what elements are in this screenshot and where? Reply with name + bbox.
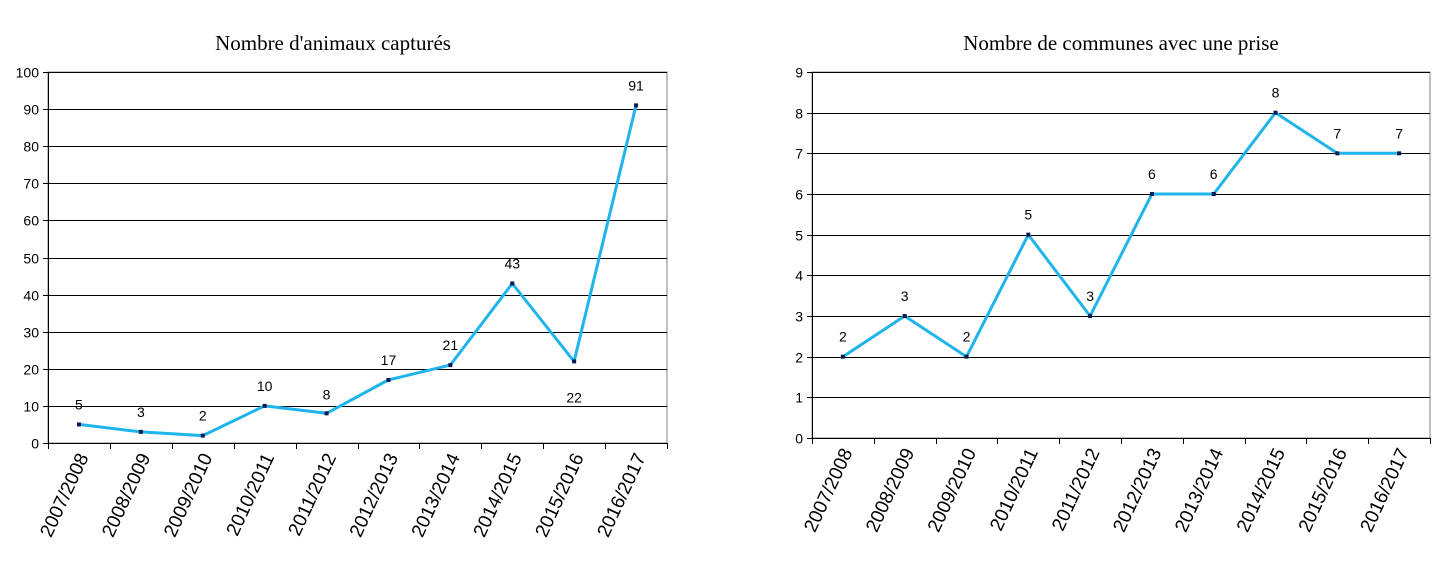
y-tick-label: 20: [23, 362, 39, 378]
x-tick-label: 2015/2016: [1295, 445, 1352, 535]
x-tick-label: 2015/2016: [532, 450, 589, 540]
data-label: 7: [1333, 125, 1341, 141]
y-tick-label: 10: [23, 399, 39, 415]
data-point: [572, 359, 577, 364]
data-point: [262, 403, 267, 408]
data-point: [902, 314, 907, 318]
y-tick-label: 70: [23, 176, 39, 192]
data-label: 3: [1086, 288, 1094, 304]
data-point: [138, 429, 143, 434]
data-label: 8: [323, 386, 331, 402]
series-line: [78, 105, 638, 438]
data-point: [510, 281, 515, 286]
data-point: [200, 433, 205, 438]
chart-title: Nombre d'animaux capturés: [215, 31, 451, 55]
data-point: [324, 411, 329, 416]
x-tick-label: 2007/2008: [36, 450, 93, 540]
data-point: [1026, 232, 1031, 237]
x-tick-label: 2011/2012: [1048, 445, 1104, 534]
chart-communes-with-catch: Nombre de communes avec une prise 0 1 2 3 4 5…: [795, 31, 1431, 536]
chart-captured-animals: Nombre d'animaux capturés 0 10 20 30 40 50 60 7…: [16, 31, 668, 541]
y-tick-label: 8: [795, 106, 803, 122]
x-tick-label: 2016/2017: [1357, 445, 1414, 535]
y-tick-label: 40: [23, 288, 39, 304]
data-label: 22: [566, 389, 582, 405]
data-label: 3: [137, 404, 145, 420]
x-tick-label: 2014/2015: [470, 450, 527, 540]
y-tick-label: 5: [795, 228, 803, 244]
y-tick-label: 0: [795, 431, 803, 447]
data-point: [964, 354, 969, 359]
y-tick-label: 60: [23, 213, 39, 229]
x-tick-label: 2012/2013: [1109, 445, 1166, 535]
data-label: 91: [628, 77, 644, 93]
data-label: 6: [1210, 166, 1218, 182]
data-point: [448, 363, 453, 368]
data-point: [386, 377, 391, 382]
y-tick-label: 4: [795, 268, 803, 284]
plot-area: [47, 71, 668, 444]
y-tick-label: 100: [16, 65, 40, 81]
x-tick-label: 2008/2009: [98, 450, 155, 540]
x-tick-label: 2011/2012: [285, 450, 341, 539]
x-tick-label: 2009/2010: [924, 445, 981, 535]
y-tick-label: 7: [795, 146, 803, 162]
data-point: [634, 103, 639, 108]
y-tick-label: 90: [23, 102, 39, 118]
data-label: 6: [1148, 166, 1156, 182]
y-tick-label: 3: [795, 309, 803, 325]
data-point: [1149, 192, 1154, 196]
y-tick-label: 6: [795, 187, 803, 203]
data-label: 21: [443, 337, 459, 353]
data-label: 5: [75, 396, 83, 412]
data-label: 2: [839, 329, 847, 345]
x-tick-label: 2012/2013: [346, 450, 403, 540]
x-tick-label: 2013/2014: [408, 450, 465, 541]
data-point: [1088, 314, 1093, 318]
x-tick-label: 2013/2014: [1171, 445, 1228, 536]
data-point: [1335, 151, 1340, 156]
data-label: 5: [1024, 207, 1032, 223]
data-label: 7: [1395, 125, 1403, 141]
data-label: 2: [199, 408, 207, 424]
data-point: [1211, 192, 1216, 196]
data-label: 2: [963, 329, 971, 345]
y-tick-label: 9: [795, 65, 803, 81]
x-tick-label: 2009/2010: [160, 450, 217, 540]
y-tick-label: 50: [23, 251, 39, 267]
x-tick-label: 2014/2015: [1233, 445, 1290, 535]
x-tick-label: 2010/2011: [986, 445, 1042, 534]
y-tick-label: 30: [23, 325, 39, 341]
y-tick-label: 0: [31, 436, 39, 452]
x-tick-label: 2007/2008: [800, 445, 857, 535]
data-point: [840, 354, 845, 359]
data-label: 8: [1272, 85, 1280, 101]
data-label: 10: [257, 378, 273, 394]
data-point: [1397, 151, 1402, 156]
y-tick-label: 1: [795, 390, 803, 406]
data-point: [76, 422, 81, 427]
data-label: 17: [381, 352, 397, 368]
data-label: 3: [901, 288, 909, 304]
series-line: [842, 111, 1400, 359]
x-tick-label: 2016/2017: [594, 450, 651, 540]
y-tick-label: 80: [23, 139, 39, 155]
data-label: 43: [504, 255, 520, 271]
x-tick-label: 2010/2011: [223, 450, 279, 539]
data-point: [1273, 110, 1278, 115]
y-tick-label: 2: [795, 350, 803, 366]
chart-title: Nombre de communes avec une prise: [963, 31, 1278, 55]
x-tick-label: 2008/2009: [862, 445, 919, 535]
